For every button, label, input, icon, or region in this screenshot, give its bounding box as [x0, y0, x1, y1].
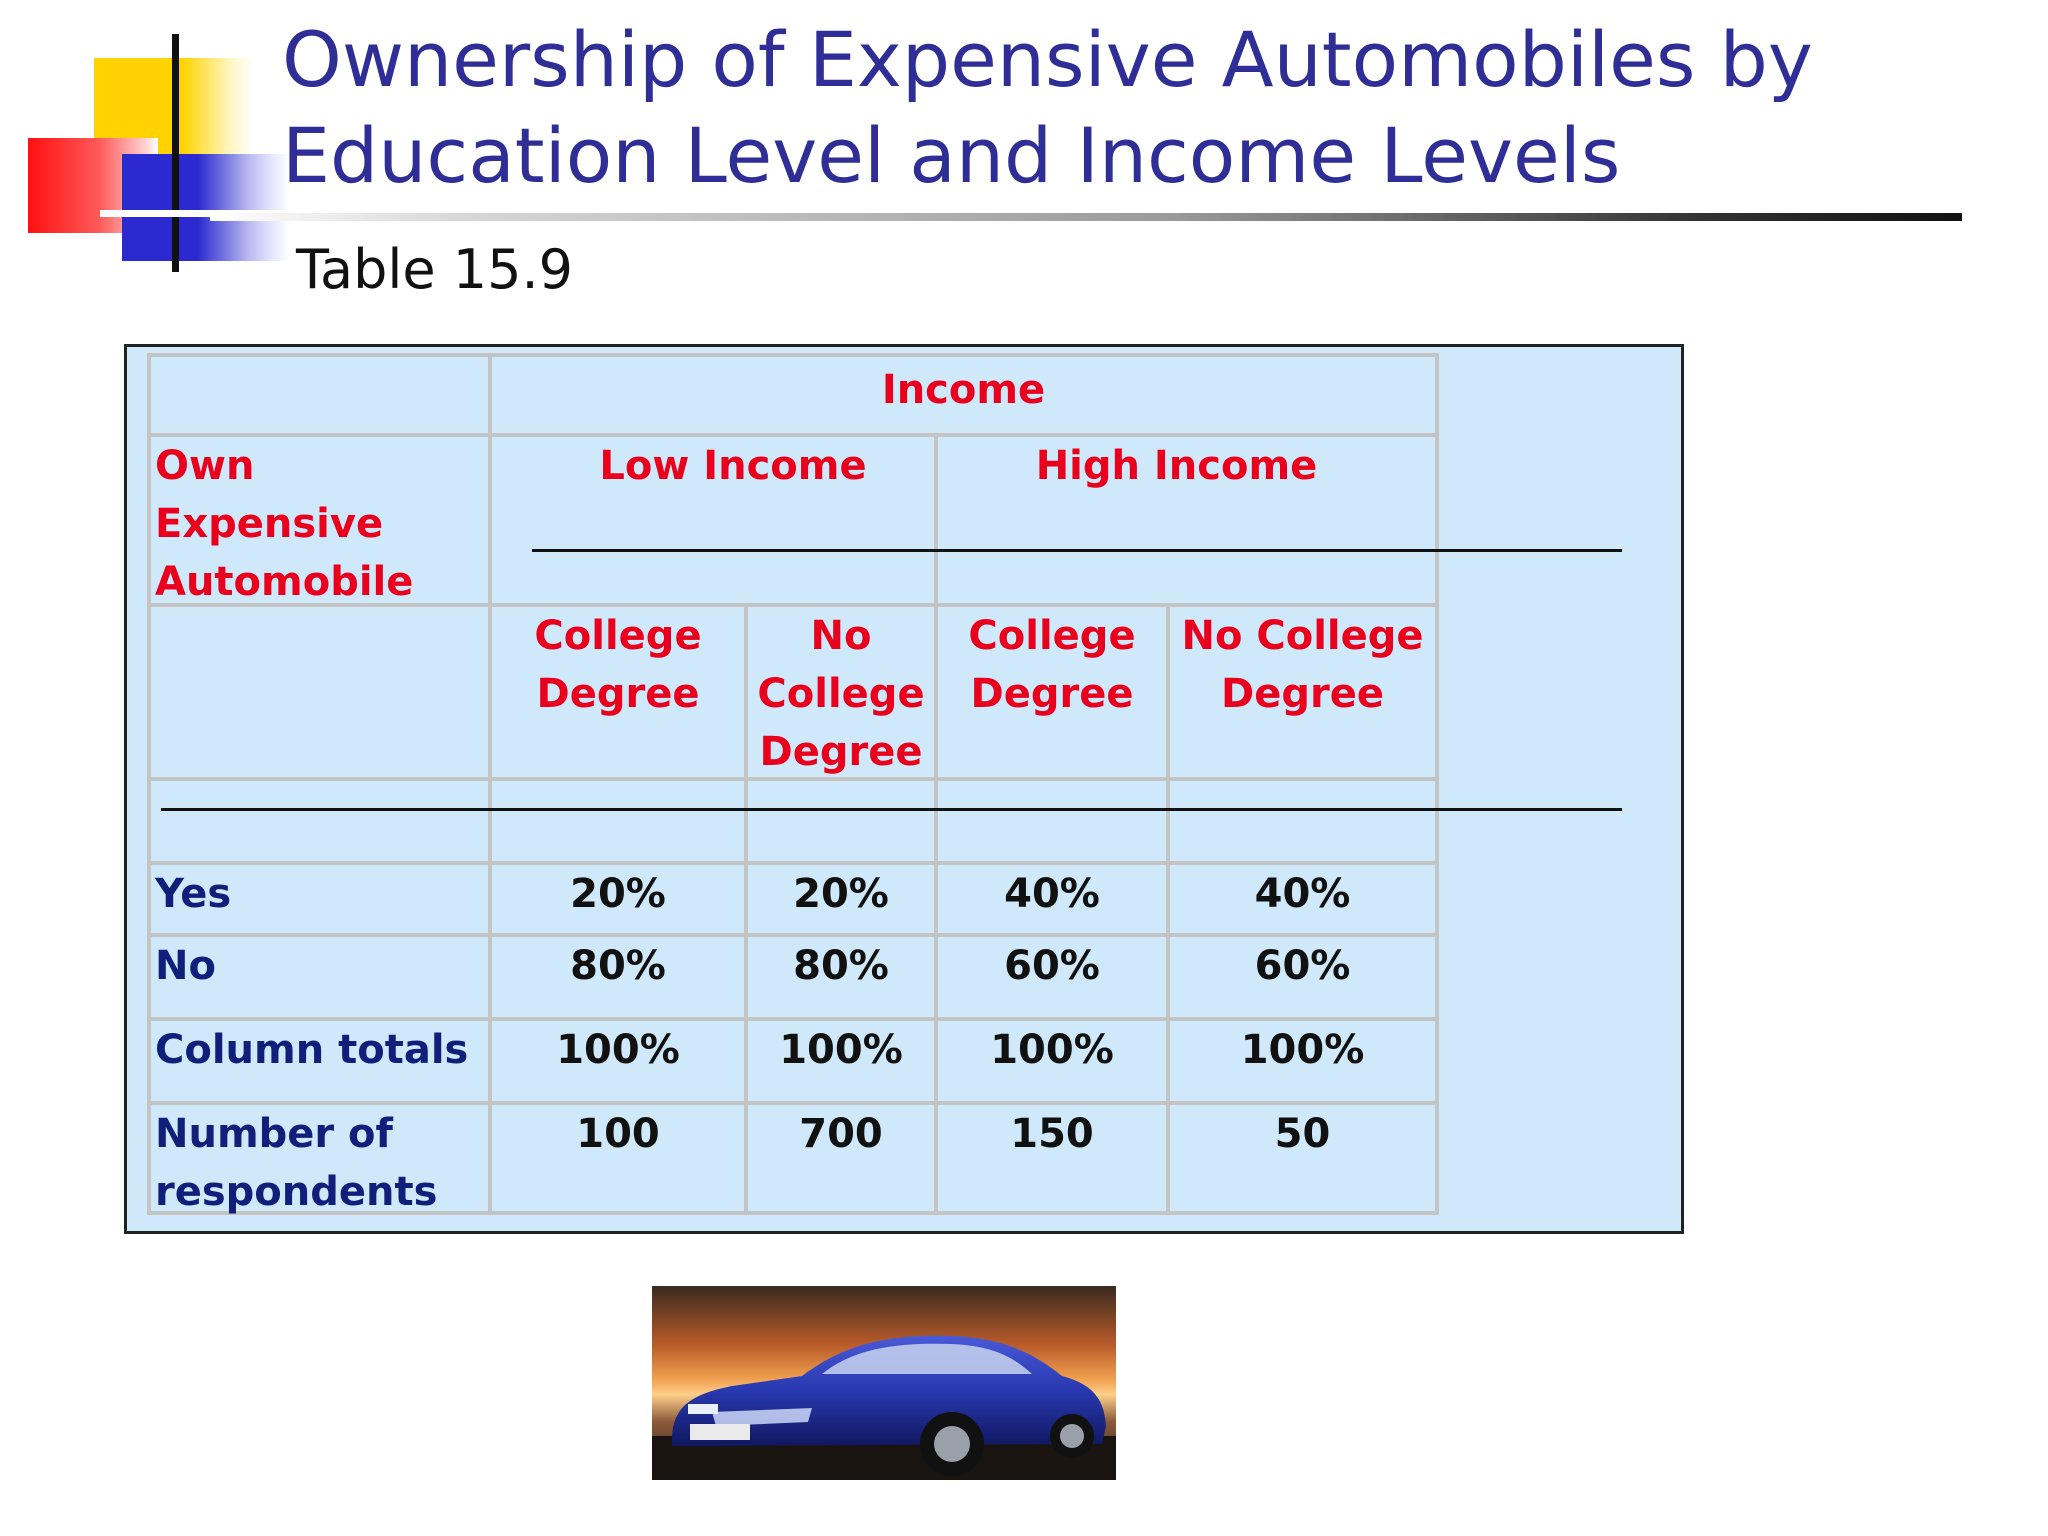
cell-yes-4: 40%: [1166, 861, 1439, 937]
high-income-label: High Income: [1035, 443, 1318, 489]
spacer-cell: [147, 777, 492, 865]
cell-respondents-2: 700: [744, 1101, 938, 1215]
cell-respondents-3: 150: [934, 1101, 1170, 1215]
cell-no-4: 60%: [1166, 933, 1439, 1021]
title-rule: [210, 213, 1962, 221]
body-top-rule: [161, 808, 1622, 811]
logo-square-blue: [122, 154, 290, 261]
row-label-respondents: Number of respondents: [147, 1101, 492, 1215]
col-header-4: No College Degree: [1166, 603, 1439, 781]
car-icon: [652, 1335, 1116, 1480]
low-income-label: Low Income: [599, 443, 867, 489]
logo-white-line: [100, 210, 290, 217]
cell-yes-2: 20%: [744, 861, 938, 937]
table-panel: Income Own Expensive Automobile Low Inco…: [124, 344, 1684, 1234]
income-header: Income: [488, 353, 1439, 437]
spacer-cell: [488, 777, 748, 865]
col-header-2: No College Degree: [744, 603, 938, 781]
row-label-totals: Column totals: [147, 1017, 492, 1105]
high-income-cell: High Income: [934, 433, 1439, 607]
spacer-cell: [1166, 777, 1439, 865]
spacer-cell: [934, 777, 1170, 865]
cell-totals-2: 100%: [744, 1017, 938, 1105]
slide-title: Ownership of Expensive Automobiles by Ed…: [282, 15, 1813, 200]
header-empty-cell: [147, 353, 492, 437]
cell-totals-3: 100%: [934, 1017, 1170, 1105]
col-header-1: College Degree: [488, 603, 748, 781]
spacer-cell: [744, 777, 938, 865]
cell-yes-3: 40%: [934, 861, 1170, 937]
cell-respondents-4: 50: [1166, 1101, 1439, 1215]
cell-yes-1: 20%: [488, 861, 748, 937]
subheader-empty-cell: [147, 603, 492, 781]
cell-no-2: 80%: [744, 933, 938, 1021]
car-photo: [652, 1286, 1116, 1480]
col-header-3: College Degree: [934, 603, 1170, 781]
row-label-no: No: [147, 933, 492, 1021]
row-label-yes: Yes: [147, 861, 492, 937]
cell-no-3: 60%: [934, 933, 1170, 1021]
low-income-cell: Low Income: [488, 433, 938, 607]
cell-respondents-1: 100: [488, 1101, 748, 1215]
header-underline: [532, 549, 1622, 552]
cell-totals-4: 100%: [1166, 1017, 1439, 1105]
row-header: Own Expensive Automobile: [147, 433, 492, 607]
cell-totals-1: 100%: [488, 1017, 748, 1105]
cell-no-1: 80%: [488, 933, 748, 1021]
table-caption: Table 15.9: [296, 238, 574, 301]
logo-vertical-line: [172, 34, 179, 272]
